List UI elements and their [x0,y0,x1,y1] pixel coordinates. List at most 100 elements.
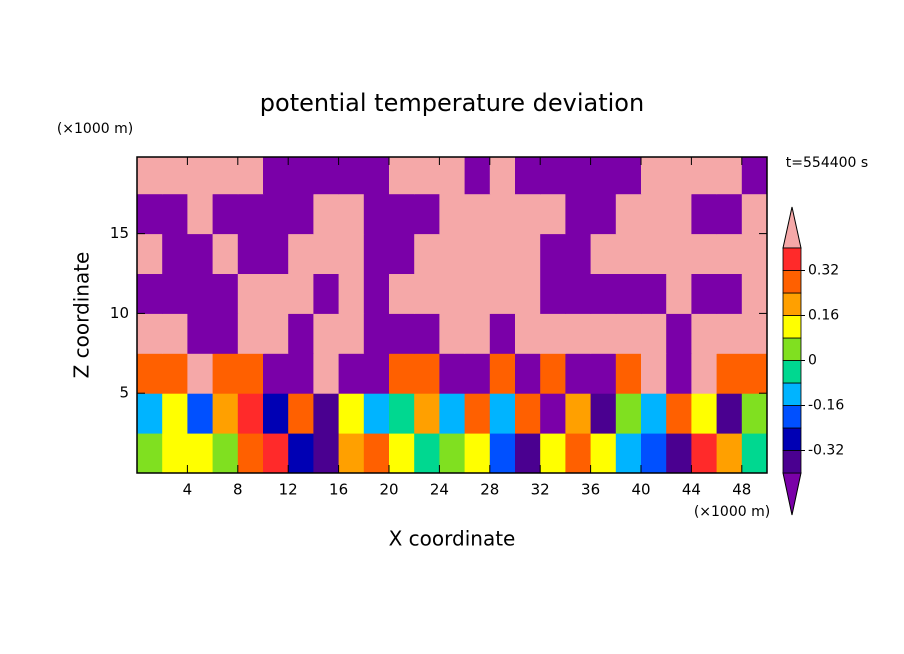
cell [464,233,491,275]
cell [237,393,264,434]
cell [162,193,188,235]
x-tick-label: 36 [581,481,600,499]
cell [137,233,163,275]
cell [741,193,768,235]
cell [666,313,692,354]
cell [540,193,566,235]
colorbar-band [782,405,802,429]
cell [666,273,692,314]
cell [187,157,214,195]
cell [212,233,239,275]
cell [540,393,566,434]
cell [439,233,466,275]
cell [162,157,188,195]
cell [641,157,667,195]
cell [691,233,718,275]
colorbar-band [782,450,802,474]
cell [741,353,768,394]
cell [565,233,592,275]
cell [338,193,365,235]
colorbar-band [782,247,802,271]
cell [313,353,340,394]
cell [338,313,365,354]
cell [464,393,491,434]
cell [716,393,743,434]
cell [389,433,415,474]
cell [137,433,163,474]
cell [691,157,718,195]
cell [590,273,617,314]
cell [389,233,415,275]
x-tick-label: 12 [279,481,298,499]
cell [741,393,768,434]
cell [666,433,692,474]
cell [540,273,566,314]
cell [691,193,718,235]
cell [615,193,642,235]
x-tick-label: 32 [531,481,550,499]
cell [615,433,642,474]
cell [439,273,466,314]
cell [464,433,491,474]
cell [515,193,541,235]
cell [288,157,314,195]
colorbar-tick-label: 0 [808,353,817,369]
y-tick-label: 15 [110,224,129,242]
x-tick-label: 24 [430,481,449,499]
cell [338,157,365,195]
cell [288,353,314,394]
cell [565,313,592,354]
cell [489,353,516,394]
cell [716,273,743,314]
cell [363,193,390,235]
cell [237,233,264,275]
cell [666,157,692,195]
cell [389,313,415,354]
x-tick-label: 28 [480,481,499,499]
cell [389,393,415,434]
cell [464,157,491,195]
colorbar-band [782,427,802,451]
cell [565,353,592,394]
cell [162,233,188,275]
y-tick-label: 5 [119,384,129,402]
cell [641,233,667,275]
cell [691,273,718,314]
cell [666,353,692,394]
cell [162,313,188,354]
cell [641,353,667,394]
cell [363,433,390,474]
cell [313,157,340,195]
cell [615,273,642,314]
cell [590,233,617,275]
x-tick-label: 16 [329,481,348,499]
colorbar-band [782,315,802,339]
colorbar-band [782,270,802,294]
cell [464,313,491,354]
cell [464,353,491,394]
cell [414,393,440,434]
cell [439,393,466,434]
cell [540,313,566,354]
cell [263,433,289,474]
cell [741,233,768,275]
cell [691,433,718,474]
colorbar-low [782,472,802,516]
cell [741,273,768,314]
cell [565,273,592,314]
cell [389,273,415,314]
cell [540,157,566,195]
cell [212,157,239,195]
cell [590,157,617,195]
cell [338,273,365,314]
cell [540,233,566,275]
cell [187,393,214,434]
cell [313,393,340,434]
cell [212,393,239,434]
cell [489,313,516,354]
cell [187,233,214,275]
y-tick-label: 10 [110,304,129,322]
cell [237,273,264,314]
cell [540,353,566,394]
